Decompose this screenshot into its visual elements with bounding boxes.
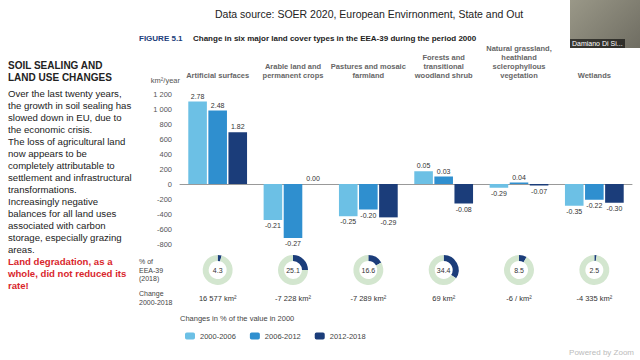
- svg-text:-7 289 km²: -7 289 km²: [350, 294, 386, 303]
- svg-text:2000-2018: 2000-2018: [139, 299, 173, 306]
- svg-text:Natural grassland,: Natural grassland,: [486, 44, 551, 53]
- svg-text:Arable land and: Arable land and: [265, 62, 322, 71]
- svg-text:Pastures and mosaic: Pastures and mosaic: [331, 62, 406, 71]
- svg-text:-7 228 km²: -7 228 km²: [275, 294, 311, 303]
- svg-text:-0.22: -0.22: [586, 202, 602, 209]
- svg-text:-0.29: -0.29: [491, 190, 507, 197]
- svg-text:1.82: 1.82: [231, 123, 245, 130]
- svg-text:-6 / km²: -6 / km²: [506, 294, 532, 303]
- svg-text:400: 400: [159, 150, 172, 159]
- svg-text:-600: -600: [157, 225, 172, 234]
- svg-text:0.00: 0.00: [306, 175, 320, 182]
- html-text:Increasingly negative balances: Increasingly negative balances for all l…: [8, 196, 122, 255]
- svg-text:Artificial surfaces: Artificial surfaces: [186, 71, 249, 80]
- svg-text:2000-2006: 2000-2006: [200, 332, 236, 341]
- svg-text:sclerophyllous: sclerophyllous: [493, 62, 546, 71]
- svg-text:600: 600: [159, 135, 172, 144]
- svg-text:heathland: heathland: [501, 53, 537, 62]
- svg-text:km²/year: km²/year: [151, 76, 181, 85]
- svg-text:-4 335 km²: -4 335 km²: [576, 294, 612, 303]
- svg-text:permanent crops: permanent crops: [263, 71, 324, 80]
- svg-text:transitional: transitional: [423, 62, 463, 71]
- svg-text:-0.07: -0.07: [531, 188, 547, 195]
- svg-text:-0.30: -0.30: [606, 205, 622, 212]
- svg-text:Change: Change: [139, 290, 164, 298]
- svg-text:2012-2018: 2012-2018: [330, 332, 366, 341]
- svg-text:25.1: 25.1: [286, 267, 300, 274]
- svg-text:-0.27: -0.27: [285, 240, 301, 247]
- svg-text:(2018): (2018): [139, 275, 159, 283]
- svg-text:8.5: 8.5: [514, 267, 524, 274]
- svg-text:2006-2012: 2006-2012: [265, 332, 301, 341]
- svg-text:EEA-39: EEA-39: [139, 267, 163, 274]
- svg-text:800: 800: [159, 120, 172, 129]
- svg-text:16 577 km²: 16 577 km²: [199, 294, 237, 303]
- html-text:The loss of agricultural land: The loss of agricultural land now appear…: [8, 136, 132, 195]
- html-text:Data source: SOER 2020, Europe: Data source: SOER 2020, European Envirno…: [215, 8, 524, 20]
- svg-text:4.3: 4.3: [213, 267, 223, 274]
- html-text:Over the last twenty years, th: Over the last twenty years, the growth i…: [8, 88, 132, 135]
- svg-text:2.78: 2.78: [191, 93, 205, 100]
- html-text:Powered by Zoom: Powered by Zoom: [569, 348, 634, 357]
- svg-text:-0.25: -0.25: [340, 218, 356, 225]
- svg-text:2.5: 2.5: [589, 267, 599, 274]
- svg-text:% of: % of: [139, 258, 153, 265]
- svg-text:-800: -800: [157, 240, 172, 249]
- svg-text:Forests and: Forests and: [422, 53, 465, 62]
- svg-text:FIGURE 5.1: FIGURE 5.1: [139, 34, 183, 43]
- svg-text:-200: -200: [157, 195, 172, 204]
- svg-text:0.03: 0.03: [437, 168, 451, 175]
- svg-text:-0.21: -0.21: [265, 222, 281, 229]
- svg-text:Changes in % of the value in 2: Changes in % of the value in 2000: [180, 314, 294, 323]
- svg-text:-400: -400: [157, 210, 172, 219]
- html-text:SOIL SEALING AND LAND USE CHAN: SOIL SEALING AND LAND USE CHANGES: [8, 60, 112, 83]
- svg-text:34.4: 34.4: [437, 267, 451, 274]
- svg-text:farmland: farmland: [352, 71, 384, 80]
- svg-text:-0.08: -0.08: [456, 206, 472, 213]
- svg-text:0.04: 0.04: [512, 174, 526, 181]
- svg-text:1 200: 1 200: [153, 90, 172, 99]
- svg-text:-0.35: -0.35: [566, 208, 582, 215]
- html-text:Damiano Di Si...: Damiano Di Si...: [572, 40, 623, 47]
- svg-text:Wetlands: Wetlands: [578, 71, 611, 80]
- svg-text:vegetation: vegetation: [500, 71, 538, 80]
- svg-text:200: 200: [159, 165, 172, 174]
- svg-text:woodland shrub: woodland shrub: [414, 71, 473, 80]
- svg-text:16.6: 16.6: [362, 267, 376, 274]
- svg-text:-0.29: -0.29: [380, 219, 396, 226]
- svg-text:1 000: 1 000: [153, 105, 172, 114]
- html-text:Land degradation, as a whole,: Land degradation, as a whole, did not re…: [8, 256, 127, 291]
- svg-text:69 km²: 69 km²: [432, 294, 455, 303]
- svg-text:-0.20: -0.20: [360, 212, 376, 219]
- svg-text:0: 0: [168, 180, 172, 189]
- svg-text:0.05: 0.05: [417, 162, 431, 169]
- svg-text:2.48: 2.48: [211, 102, 225, 109]
- svg-text:Change in six major land cover: Change in six major land cover types in …: [193, 34, 477, 43]
